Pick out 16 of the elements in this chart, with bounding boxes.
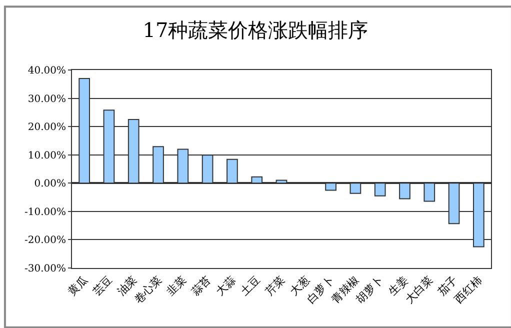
x-tick-label: 韭菜 [164,274,189,298]
chart-title: 17种蔬菜价格涨跌幅排序 [142,18,368,42]
y-tick-label: 30.00% [28,94,66,105]
x-tick-label: 大蒜 [213,274,238,298]
y-tick-label: 40.00% [28,66,66,76]
x-tick-label: 黄瓜 [66,274,90,298]
x-tick-label: 蒜苔 [188,274,214,298]
y-tick-label: -20.00% [24,235,66,246]
x-tick-label: 土豆 [238,274,263,298]
x-tick-label: 芸豆 [90,274,115,298]
y-tick-label: 0.00% [34,178,66,190]
y-tick-label: -10.00% [24,206,66,218]
x-tick-label: 芹菜 [262,274,288,298]
y-tick-label: 20.00% [28,122,66,134]
y-tick-label: 10.00% [28,150,66,162]
y-tick-label: -30.00% [24,264,66,274]
